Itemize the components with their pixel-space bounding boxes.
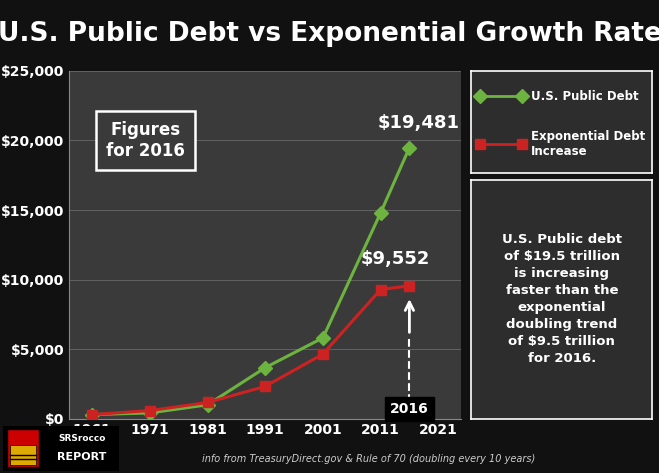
Text: $19,481: $19,481 <box>378 114 460 132</box>
Text: Exponential Debt
Increase: Exponential Debt Increase <box>531 130 645 158</box>
Text: REPORT: REPORT <box>57 452 106 462</box>
FancyBboxPatch shape <box>11 445 36 465</box>
FancyBboxPatch shape <box>7 429 39 467</box>
Text: U.S. Public Debt: U.S. Public Debt <box>531 90 639 103</box>
Text: info from TreasuryDirect.gov & Rule of 70 (doubling every 10 years): info from TreasuryDirect.gov & Rule of 7… <box>202 455 536 464</box>
Text: SRSrocco: SRSrocco <box>58 434 105 443</box>
Text: Figures
for 2016: Figures for 2016 <box>106 121 185 160</box>
Text: 2016: 2016 <box>390 402 429 416</box>
Text: $9,552: $9,552 <box>360 250 430 268</box>
Text: U.S. Public debt
of $19.5 trillion
is increasing
faster than the
exponential
dou: U.S. Public debt of $19.5 trillion is in… <box>501 233 622 365</box>
Text: U.S. Public Debt vs Exponential Growth Rate: U.S. Public Debt vs Exponential Growth R… <box>0 21 659 47</box>
